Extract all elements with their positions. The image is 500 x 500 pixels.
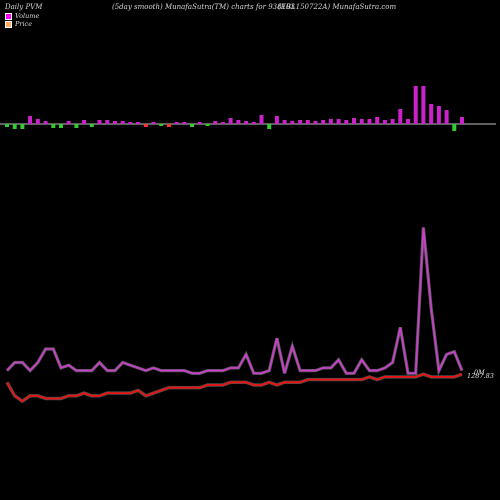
volume-line (6, 227, 463, 375)
volume-bar (336, 119, 341, 124)
volume-bar (406, 119, 410, 124)
price-line-glow (5, 372, 463, 404)
volume-bar (43, 121, 48, 124)
volume-bar (205, 124, 210, 126)
legend-swatch-price (5, 20, 12, 28)
volume-bar (59, 124, 63, 128)
volume-bar (182, 122, 187, 124)
volume-bar (352, 118, 356, 124)
volume-bar (5, 124, 9, 127)
volume-bar (128, 122, 133, 124)
volume-bar (89, 124, 94, 127)
volume-bar (213, 121, 218, 124)
volume-bar (398, 109, 403, 124)
volume-bar (12, 124, 17, 129)
chart-title: (5day smooth) MunafaSutra(TM) charts for… (112, 3, 295, 11)
volume-bar (344, 120, 349, 124)
volume-bar (143, 124, 148, 127)
volume-bar (197, 122, 202, 124)
legend-item-price: Price (5, 20, 32, 28)
volume-bar (359, 119, 364, 124)
volume-bar (382, 120, 387, 124)
volume-bar (159, 124, 164, 126)
volume-bar (105, 120, 110, 124)
legend-swatch-volume (5, 12, 12, 20)
volume-bar (375, 117, 380, 124)
volume-bar (421, 86, 426, 124)
volume-line-glow (5, 227, 464, 377)
volume-bar (66, 121, 71, 124)
chart-source: (EBL150722A) MunafaSutra.com (278, 3, 397, 11)
volume-bar (413, 86, 418, 124)
volume-bar (151, 122, 156, 124)
volume-bar (244, 121, 249, 124)
price-end-label: 1287.83 (467, 372, 494, 380)
volume-bar (236, 120, 241, 124)
volume-bar (267, 124, 272, 129)
volume-bar (290, 121, 295, 124)
legend-item-volume: Volume (5, 12, 39, 20)
volume-bar (51, 124, 56, 128)
volume-bar (74, 124, 79, 128)
volume-bar (113, 121, 117, 124)
volume-bar (228, 118, 233, 124)
chart-type-label: Daily PVM (5, 3, 43, 11)
volume-bar (367, 119, 372, 124)
price-line (6, 373, 463, 403)
volume-bar (35, 119, 40, 124)
volume-bar (460, 117, 464, 124)
volume-bar (82, 120, 87, 124)
volume-bar (28, 116, 33, 124)
volume-bars (5, 86, 464, 131)
volume-bar (120, 121, 125, 124)
volume-bar (436, 106, 441, 124)
volume-bar (251, 122, 256, 124)
volume-bar (321, 120, 326, 124)
volume-bar (282, 120, 287, 124)
volume-bar (390, 119, 395, 124)
volume-bar (97, 120, 102, 124)
volume-bar (452, 124, 457, 131)
volume-bar (274, 116, 279, 124)
volume-end-label: 0M (474, 369, 485, 377)
volume-bar (444, 110, 449, 124)
volume-bar (166, 124, 171, 127)
legend-label-price: Price (15, 20, 33, 28)
volume-bar (136, 122, 141, 124)
volume-bar (313, 121, 318, 124)
legend-label-volume: Volume (15, 12, 40, 20)
volume-bar (298, 120, 303, 124)
volume-bar (190, 124, 195, 127)
volume-bar (20, 124, 25, 129)
volume-bar (220, 122, 225, 124)
volume-bar (328, 119, 333, 124)
volume-bar (174, 122, 179, 124)
volume-bar (305, 120, 310, 124)
volume-bar (429, 104, 434, 124)
volume-bar (259, 115, 264, 124)
